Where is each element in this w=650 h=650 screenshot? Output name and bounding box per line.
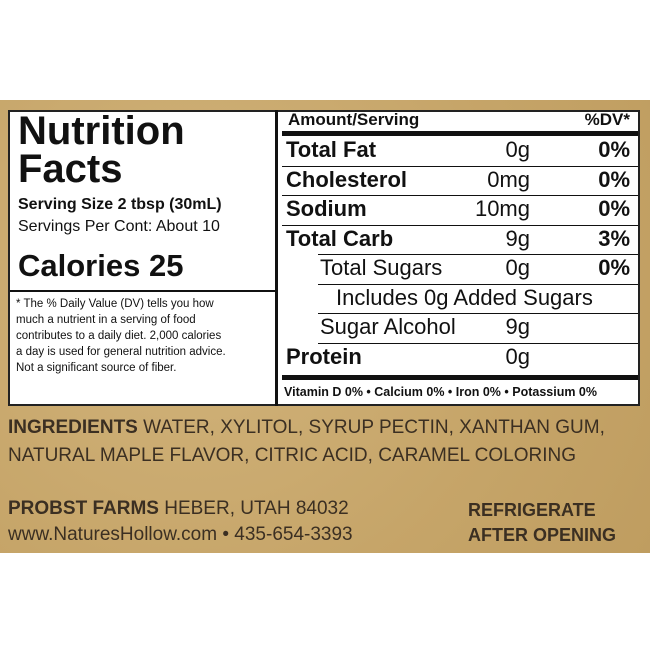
row-rule <box>318 342 638 344</box>
header-rule <box>282 131 638 136</box>
calories: Calories 25 <box>18 248 184 283</box>
storage: REFRIGERATE AFTER OPENING <box>468 498 616 548</box>
bottom-rule <box>282 375 638 380</box>
title: Nutrition Facts <box>18 109 185 191</box>
footnote-line: a day is used for general nutrition advi… <box>16 346 226 358</box>
nutrient-dv: 3% <box>598 225 630 251</box>
servings: Servings Per Cont: About 10 <box>18 218 220 235</box>
nutrient-amount: 0g <box>505 343 530 369</box>
row-rule <box>318 254 638 255</box>
nutrient-dv: 0% <box>598 166 630 192</box>
company-line: PROBST FARMS HEBER, UTAH 84032 <box>8 498 349 520</box>
ingredients-label: INGREDIENTS <box>8 417 138 438</box>
footnote-line: * The % Daily Value (DV) tells you how <box>16 298 214 310</box>
nutrient-name: Includes 0g Added Sugars <box>336 284 593 310</box>
dv-header: %DV* <box>584 110 630 129</box>
nutrient-name: Total Carb <box>286 225 394 251</box>
footnote-line: much a nutrient in a serving of food <box>16 314 196 326</box>
nutrient-dv: 0% <box>598 255 630 280</box>
nutrient-amount: 0mg <box>487 166 530 192</box>
row-rule <box>318 283 638 285</box>
vitamins: Vitamin D 0% • Calcium 0% • Iron 0% • Po… <box>284 385 597 399</box>
nutrient-amount: 9g <box>505 314 530 339</box>
serving-size: Serving Size 2 tbsp (30mL) <box>18 196 222 213</box>
row-rule <box>282 165 638 167</box>
nutrient-dv: 0% <box>598 137 630 162</box>
amount-header: Amount/Serving <box>288 110 420 129</box>
storage-line: REFRIGERATE <box>468 500 596 520</box>
row-rule <box>282 224 638 226</box>
footnote-line: contributes to a daily diet. 2,000 calor… <box>16 330 222 342</box>
address: HEBER, UTAH 84032 <box>164 498 349 519</box>
nutrient-dv: 0% <box>598 196 630 221</box>
row-rule <box>318 313 638 314</box>
nutrient-amount: 9g <box>505 225 530 251</box>
nutrient-amount: 10mg <box>474 196 530 221</box>
nutrient-name: Cholesterol <box>286 166 408 192</box>
contact-line: www.NaturesHollow.com • 435-654-3393 <box>8 524 353 546</box>
nutrient-name: Sugar Alcohol <box>320 314 456 339</box>
row-rule <box>282 195 638 196</box>
nutrition-panel <box>8 110 640 406</box>
website: www.NaturesHollow.com <box>8 524 218 545</box>
nutrient-name: Protein <box>286 343 362 369</box>
company: PROBST FARMS <box>8 498 159 519</box>
nutrient-name: Sodium <box>286 196 367 221</box>
nutrient-amount: 0g <box>505 137 530 162</box>
separator: • <box>222 524 230 545</box>
ingredients: INGREDIENTS WATER, XYLITOL, SYRUP PECTIN… <box>8 414 638 470</box>
nutrient-name: Total Sugars <box>320 255 443 280</box>
ingredients-text: WATER, XYLITOL, SYRUP PECTIN, XANTHAN GU… <box>8 417 605 466</box>
nutrient-name: Total Fat <box>286 137 377 162</box>
facts-left-box <box>8 110 278 406</box>
nutrient-amount: 0g <box>505 255 530 280</box>
divider <box>10 290 276 292</box>
phone: 435-654-3393 <box>234 524 353 545</box>
storage-line: AFTER OPENING <box>468 525 617 545</box>
footnote-line: Not a significant source of fiber. <box>16 362 177 374</box>
